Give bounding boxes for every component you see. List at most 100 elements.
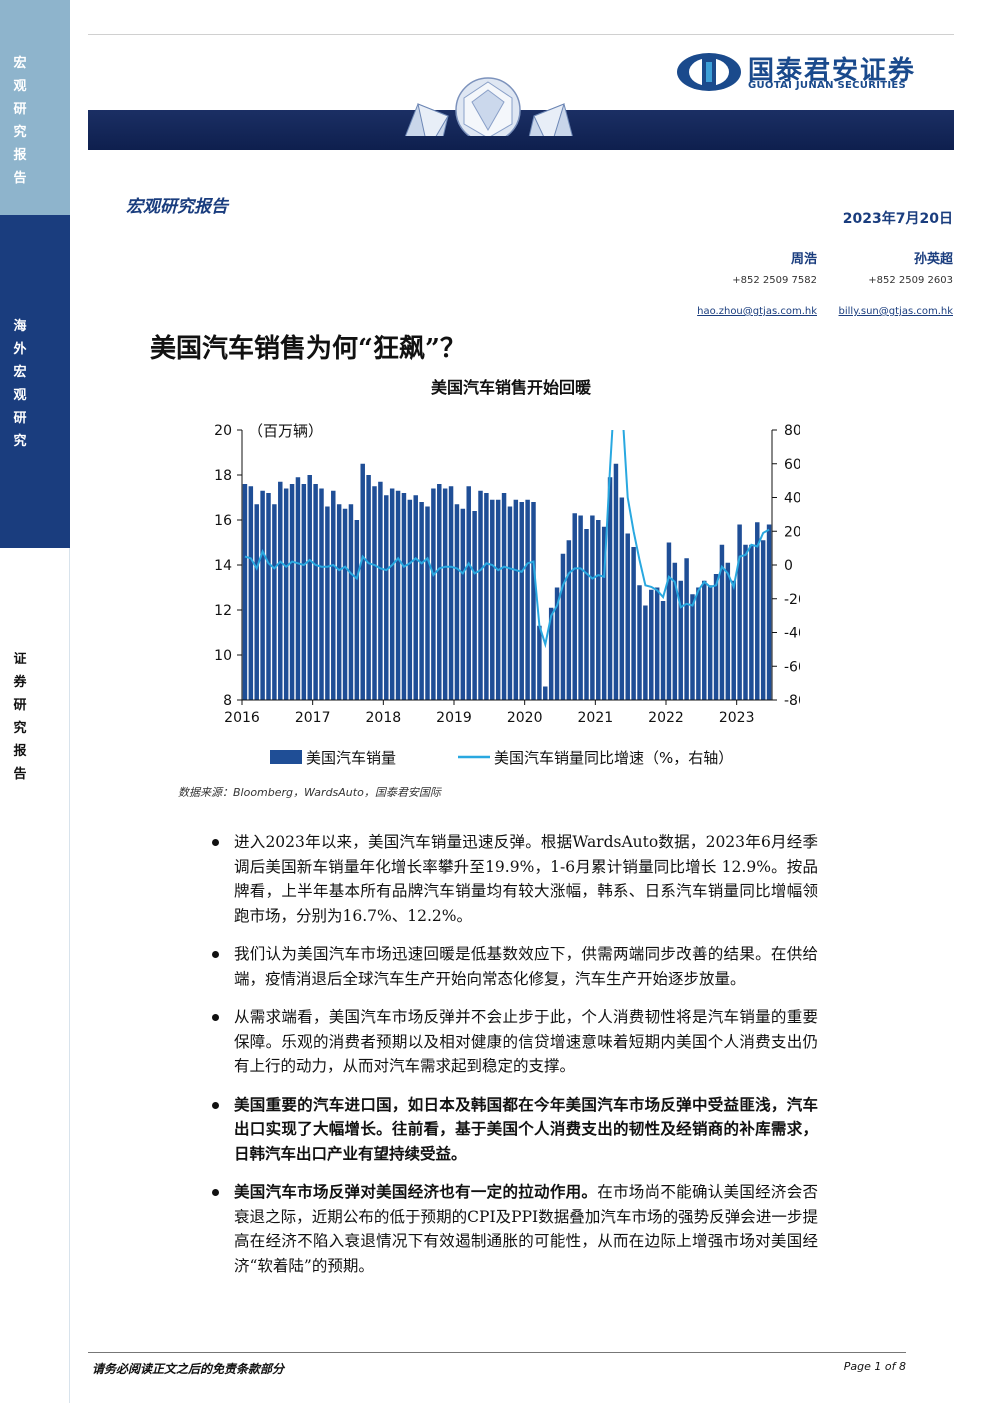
bar — [248, 486, 254, 700]
x-tick-label: 2017 — [295, 710, 331, 726]
bar — [472, 511, 477, 700]
y-left-tick-label: 10 — [214, 648, 232, 664]
sidebar-section-overseas: 海外宏观研究 — [0, 215, 70, 548]
bar — [413, 495, 418, 700]
bullet-list: 进入2023年以来，美国汽车销量迅速反弹。根据WardsAuto数据，2023年… — [210, 830, 818, 1292]
bar — [584, 529, 589, 700]
bar — [684, 558, 689, 700]
bar — [737, 524, 742, 700]
page-title: 美国汽车销售为何“狂飙”？ — [150, 334, 466, 364]
chart-legend: 美国汽车销量 美国汽车销量同比增速（%，右轴） — [270, 749, 733, 767]
bar — [501, 493, 507, 700]
bar — [590, 515, 595, 700]
bar — [354, 520, 360, 700]
company-logo: 国泰君安证券 GUOTAI JUNAN SECURITIES — [676, 50, 956, 96]
bullet-text: 在市场尚不能确认美国经济会否衰退之际，近期公布的低于预期的CPI及PPI数据叠加… — [234, 1183, 818, 1275]
bar — [672, 562, 678, 700]
bar — [707, 585, 713, 700]
top-divider — [88, 34, 954, 35]
page-number: Page 1 of 8 — [843, 1360, 906, 1373]
bar — [554, 587, 560, 700]
bar — [631, 547, 636, 700]
author-email-link[interactable]: hao.zhou@gtjas.com.hk — [697, 306, 817, 317]
bar — [313, 484, 318, 700]
y-right-tick-label: -60 — [784, 659, 800, 675]
x-tick-label: 2023 — [719, 710, 755, 726]
bar — [325, 506, 330, 700]
bar — [466, 486, 471, 700]
y-right-tick-label: -20 — [784, 592, 800, 608]
bar — [348, 504, 354, 700]
bullet-bold-text: 美国汽车市场反弹对美国经济也有一定的拉动作用。 — [234, 1182, 598, 1201]
sidebar-section-securities: 证券研究报告 — [0, 548, 70, 1403]
bar — [366, 475, 371, 700]
author-card: 孙英超 +852 2509 2603 billy.sun@gtjas.com.h… — [839, 248, 953, 317]
bar — [749, 544, 754, 700]
bar — [242, 484, 248, 700]
legend-line-label: 美国汽车销量同比增速（%，右轴） — [494, 749, 733, 767]
bar — [384, 495, 389, 700]
legend-bar-label: 美国汽车销量 — [306, 749, 396, 767]
bar — [643, 605, 648, 700]
axis-ticks: 8 10 12 14 16 18 20 -80 -60 -40 -20 0 20 40 60 80 2016 20… — [214, 423, 800, 726]
bar — [731, 580, 736, 700]
logo-mark-icon — [677, 53, 741, 91]
bar — [360, 463, 365, 700]
sidebar-label: 海外宏观研究 — [13, 319, 27, 449]
y-left-tick-label: 20 — [214, 423, 232, 439]
report-type: 宏观研究报告 — [126, 197, 228, 217]
author-name: 周浩 — [790, 252, 817, 267]
bar — [448, 486, 454, 700]
author-card: 周浩 +852 2509 7582 hao.zhou@gtjas.com.hk — [697, 248, 817, 317]
bar — [678, 580, 683, 700]
chart-title: 美国汽车销售开始回暖 — [430, 378, 591, 397]
bar — [713, 574, 719, 700]
logo-name-cn: 国泰君安证券 — [748, 56, 917, 86]
sidebar-label: 宏观研究报告 — [13, 56, 27, 186]
bar — [378, 481, 383, 700]
bar — [625, 533, 630, 700]
list-item: 我们认为美国汽车市场迅速回暖是低基数效应下，供需两端同步改善的结果。在供给端，疫… — [210, 942, 818, 991]
bar — [543, 686, 548, 700]
bar — [601, 526, 607, 700]
yoy-growth-line — [244, 430, 770, 649]
bar — [666, 542, 672, 700]
bar — [696, 587, 701, 700]
y-right-tick-label: 80 — [784, 423, 800, 439]
bar — [513, 499, 519, 700]
y-right-tick-label: 60 — [784, 457, 800, 473]
bar — [419, 502, 424, 700]
disclaimer-link[interactable]: 请务必阅读正文之后的免责条款部分 — [92, 1362, 285, 1376]
bar — [283, 488, 289, 700]
bar — [342, 508, 348, 700]
bar — [272, 504, 277, 700]
diamond-icon — [404, 77, 573, 136]
y-left-tick-label: 16 — [214, 513, 232, 529]
bar — [654, 587, 660, 700]
bar — [401, 493, 407, 700]
bar — [484, 493, 489, 700]
sidebar-label: 证券研究报告 — [13, 652, 27, 782]
y-right-tick-label: 20 — [784, 524, 800, 540]
bar — [660, 601, 666, 700]
bar — [454, 504, 460, 700]
bar — [607, 477, 613, 700]
author-name: 孙英超 — [913, 252, 953, 267]
bar — [760, 540, 766, 700]
bar — [649, 589, 654, 700]
bar — [578, 515, 583, 700]
bar — [319, 488, 324, 700]
y-left-tick-label: 12 — [214, 603, 232, 619]
author-email-link[interactable]: billy.sun@gtjas.com.hk — [838, 306, 953, 317]
list-item: 美国汽车市场反弹对美国经济也有一定的拉动作用。在市场尚不能确认美国经济会否衰退之… — [210, 1180, 818, 1278]
bar — [301, 484, 307, 700]
bar-series — [242, 463, 772, 700]
x-tick-label: 2021 — [578, 710, 614, 726]
author-phone: +852 2509 7582 — [732, 275, 817, 286]
bar — [560, 553, 566, 700]
bar — [442, 488, 448, 700]
bar — [336, 504, 342, 700]
bar — [537, 625, 542, 700]
bar — [254, 504, 259, 700]
bar — [278, 481, 283, 700]
